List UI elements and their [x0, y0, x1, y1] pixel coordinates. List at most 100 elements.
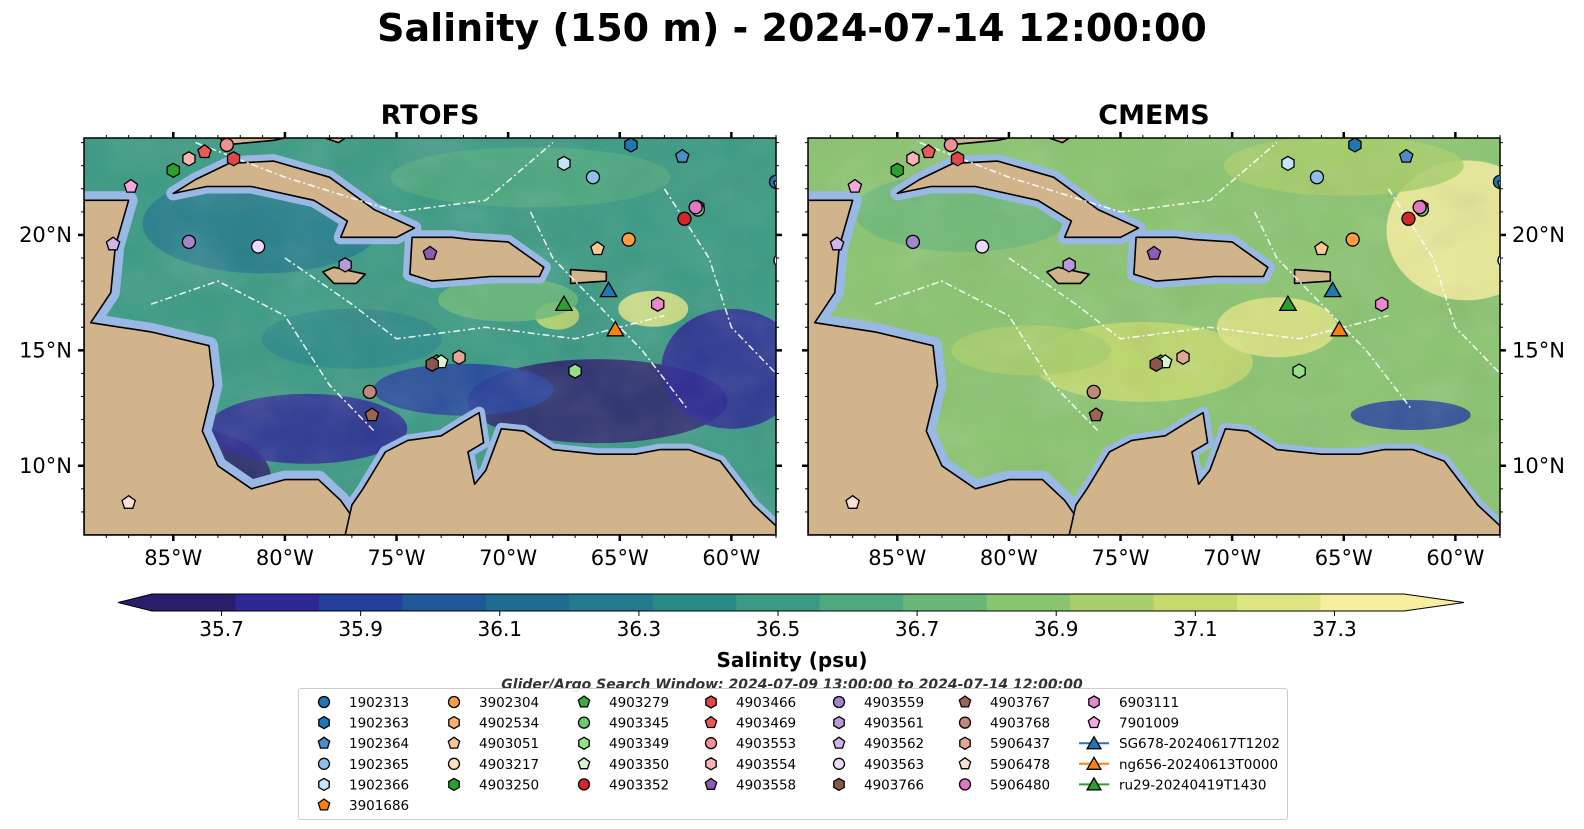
platform-3902304	[621, 232, 636, 247]
legend-marker	[577, 778, 591, 791]
platform-1902363	[1348, 138, 1362, 153]
legend-marker	[1088, 695, 1100, 709]
legend-label: 4903553	[736, 736, 796, 752]
platform-4903766	[1149, 356, 1163, 372]
platform-4903562	[829, 236, 845, 251]
colorbar: 35.7 35.9 36.1 36.3 36.5 36.7 36.9 37.1 37.3	[117, 593, 1465, 641]
platform-4903352	[677, 211, 692, 226]
legend-marker	[704, 777, 718, 790]
colorbar-segment	[402, 594, 487, 611]
platform-5906478	[121, 494, 137, 509]
legend-marker	[317, 757, 331, 770]
platform-5906480	[688, 200, 703, 215]
platform-1902363	[624, 138, 638, 153]
platform-4903349	[568, 363, 582, 379]
legend-label: 5906437	[990, 736, 1050, 752]
legend-item: 4903345	[577, 716, 669, 732]
x-tick-label: 70°W	[1203, 546, 1261, 570]
legend-marker	[959, 736, 971, 750]
platform-1902366	[1281, 155, 1295, 172]
panel-title-cmems: CMEMS	[1098, 100, 1210, 131]
land-bahama	[324, 138, 346, 144]
legend-item: 1902365	[317, 757, 409, 773]
platform-4903562	[105, 236, 121, 251]
legend-label: 4903352	[609, 777, 669, 793]
legend-marker	[958, 716, 972, 729]
platform-1902365	[1309, 170, 1325, 185]
x-tick-label: 80°W	[980, 546, 1038, 570]
y-tick-label: 15°N	[1512, 338, 1565, 362]
colorbar-label: Salinity (psu)	[716, 648, 868, 672]
legend-marker	[832, 736, 846, 749]
platform-4903559	[181, 234, 197, 250]
platform-4903768	[362, 384, 377, 400]
platform-4903553	[943, 138, 959, 153]
colorbar-segment	[485, 594, 570, 611]
platform-4903558	[1146, 245, 1162, 260]
colorbar-segment	[903, 594, 988, 611]
land-puerto	[1293, 268, 1332, 285]
legend-item: 3902304	[447, 695, 539, 711]
legend-item: 4903349	[578, 736, 669, 752]
legend-item: SG678-20240617T1202	[1079, 735, 1280, 752]
legend-label: SG678-20240617T1202	[1119, 736, 1280, 752]
colorbar-segment	[569, 594, 654, 611]
platform-4903352	[1401, 211, 1416, 226]
legend-marker	[577, 716, 591, 729]
platform-5906437	[1176, 349, 1190, 366]
legend-marker	[447, 695, 461, 709]
legend-marker	[1085, 735, 1103, 750]
platform-3901686	[773, 179, 776, 191]
x-tick-label: 85°W	[868, 546, 926, 570]
land-yucatan	[808, 199, 1077, 535]
legend-marker	[318, 777, 330, 792]
legend-item: 6903111	[1088, 695, 1179, 711]
legend-item: 4902534	[448, 716, 539, 732]
map-frame	[83, 137, 777, 536]
colorbar-segment	[318, 594, 403, 611]
platform-4903466	[950, 151, 965, 167]
legend-marker	[577, 756, 591, 770]
platform-4903349	[1292, 363, 1306, 379]
legend-item: 5906478	[958, 757, 1050, 773]
platform-4903558	[422, 245, 438, 260]
x-tick-label: 75°W	[368, 546, 426, 570]
legend-item: 4903051	[447, 736, 539, 752]
legend-label: 4903558	[736, 777, 796, 793]
colorbar-segment	[1070, 594, 1155, 611]
platform-4903563	[974, 239, 990, 254]
colorbar-tick-label: 36.3	[617, 617, 662, 641]
colorbar-segment	[1153, 594, 1238, 611]
platform-3901686	[1497, 179, 1500, 191]
legend-marker	[447, 757, 461, 770]
legend-label: 1902365	[349, 757, 409, 773]
legend-marker	[704, 715, 718, 729]
x-tick-label: 65°W	[591, 546, 649, 570]
x-tick-label: 65°W	[1315, 546, 1373, 570]
colorbar-tick-label: 37.1	[1173, 617, 1218, 641]
legend-label: 4903279	[609, 695, 669, 711]
platform-1902364	[1398, 148, 1414, 163]
platform-4903554	[906, 151, 920, 167]
land-jamaica	[1046, 266, 1091, 285]
legend-label: 4903561	[864, 716, 924, 732]
legend-label: ng656-20240613T0000	[1119, 757, 1278, 773]
colorbar-segment	[736, 594, 821, 611]
legend-label: 4903562	[864, 736, 924, 752]
x-tick-label: 75°W	[1092, 546, 1150, 570]
eez-boundary	[919, 141, 1278, 213]
legend-item: 4903553	[704, 736, 796, 752]
legend-label: 4903469	[736, 716, 796, 732]
y-tick-label: 10°N	[1512, 454, 1565, 478]
platform-4903469	[197, 143, 212, 159]
legend-marker	[832, 695, 846, 709]
legend-label: 4903051	[479, 736, 539, 752]
glider-ru29-20240419T1430	[1278, 294, 1298, 312]
legend-label: 4903349	[609, 736, 669, 752]
x-tick-label: 70°W	[479, 546, 537, 570]
platform-7901009	[847, 178, 863, 193]
platform-4903469	[921, 143, 936, 159]
colorbar-tick-label: 36.5	[756, 617, 801, 641]
eez-boundary	[284, 257, 665, 340]
